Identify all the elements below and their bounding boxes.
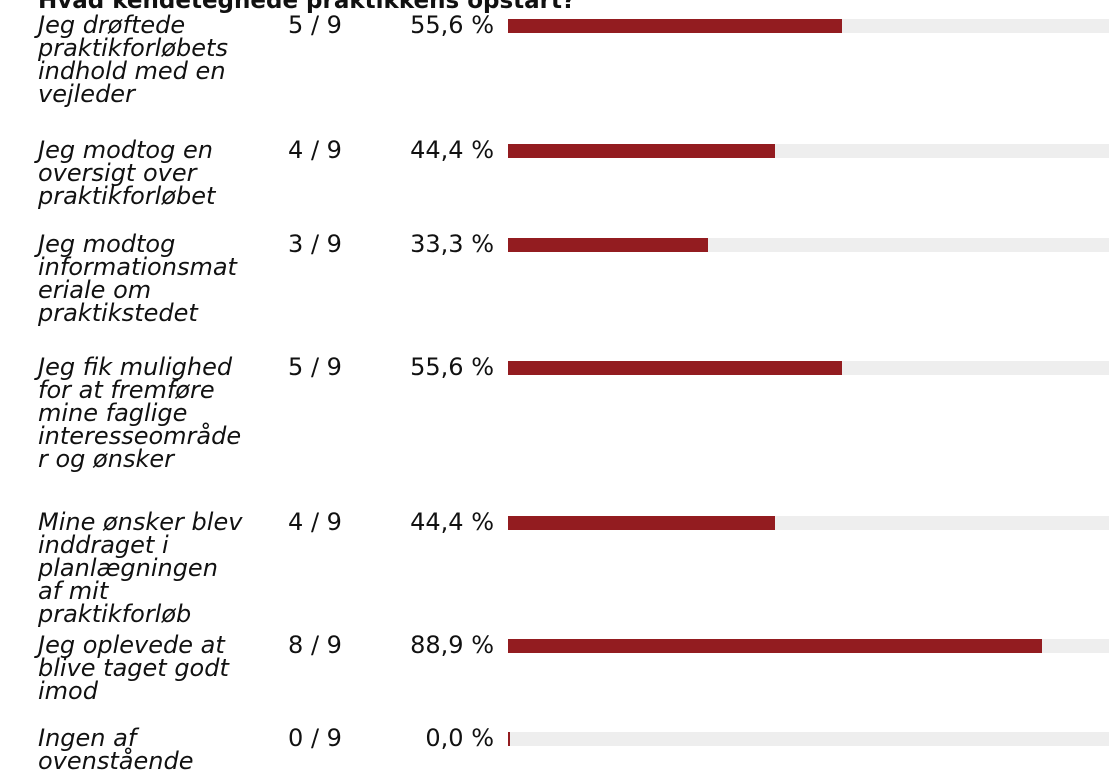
percent-label: 88,9 % bbox=[410, 631, 494, 659]
category-label: Jeg modtog informationsmateriale om prak… bbox=[38, 230, 237, 327]
response-count: 4 / 9 bbox=[288, 136, 342, 164]
response-count: 5 / 9 bbox=[288, 353, 342, 381]
percent-label: 55,6 % bbox=[410, 11, 494, 39]
percent-label: 0,0 % bbox=[425, 724, 494, 752]
percent-label: 44,4 % bbox=[410, 136, 494, 164]
response-count: 3 / 9 bbox=[288, 230, 342, 258]
bar-track bbox=[508, 361, 1109, 375]
bar bbox=[508, 516, 775, 530]
response-count: 0 / 9 bbox=[288, 724, 342, 752]
bar bbox=[508, 639, 1043, 653]
bar-track bbox=[508, 639, 1109, 653]
response-count: 4 / 9 bbox=[288, 508, 342, 536]
bar bbox=[508, 361, 843, 375]
bar bbox=[508, 144, 775, 158]
bar bbox=[508, 238, 709, 252]
category-label: Mine ønsker blev inddraget i planlægning… bbox=[38, 508, 243, 628]
bar-track bbox=[508, 144, 1109, 158]
percent-label: 44,4 % bbox=[410, 508, 494, 536]
bar-track bbox=[508, 238, 1109, 252]
bar-track bbox=[508, 732, 1109, 746]
percent-label: 33,3 % bbox=[410, 230, 494, 258]
bar-track bbox=[508, 516, 1109, 530]
category-label: Ingen af ovenstående bbox=[38, 724, 194, 775]
zero-bar-tick bbox=[508, 732, 510, 746]
chart-title: Hvad kendetegnede praktikkens opstart? bbox=[38, 0, 576, 14]
category-label: Jeg oplevede at blive taget godt imod bbox=[38, 631, 229, 705]
percent-label: 55,6 % bbox=[410, 353, 494, 381]
response-count: 5 / 9 bbox=[288, 11, 342, 39]
category-label: Jeg drøftede praktikforløbets indhold me… bbox=[38, 11, 228, 108]
response-count: 8 / 9 bbox=[288, 631, 342, 659]
category-label: Jeg modtog en oversigt over praktikforlø… bbox=[38, 136, 216, 210]
category-label: Jeg fik mulighed for at fremføre mine fa… bbox=[38, 353, 242, 473]
bar bbox=[508, 19, 843, 33]
bar-track bbox=[508, 19, 1109, 33]
